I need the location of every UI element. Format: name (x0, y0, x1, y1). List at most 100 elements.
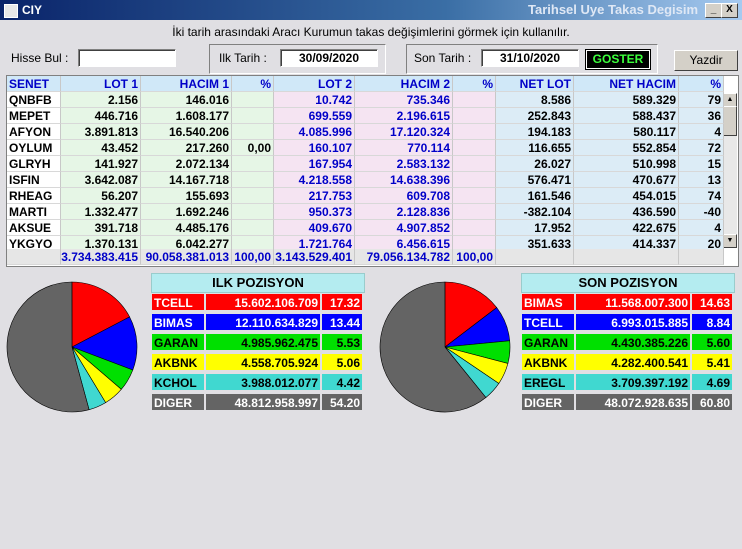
table-cell (232, 124, 274, 140)
table-cell: 2.072.134 (141, 156, 232, 172)
table-cell: 589.329 (574, 92, 679, 108)
table-cell: 217.260 (141, 140, 232, 156)
ilk-pozisyon-symbol: TCELL (151, 293, 205, 311)
table-row[interactable]: MEPET 446.716 1.608.177 699.559 2.196.615 252… (7, 108, 738, 124)
ilk-pie-slice-diger (6, 281, 90, 413)
instruction-text: İki tarih arasındaki Aracı Kurumun takas… (172, 25, 570, 39)
ilk-pozisyon-value: 15.602.106.709 (205, 293, 321, 311)
goster-button[interactable]: GOSTER (585, 49, 651, 70)
son-tarih-input[interactable]: 31/10/2020 (481, 49, 579, 67)
table-row[interactable]: QNBFB 2.156 146.016 10.742 735.346 8.586 589.3… (7, 92, 738, 108)
table-cell: LOT 1 (61, 76, 141, 92)
son-pozisyon-symbol: DIGER (521, 393, 575, 411)
table-cell (232, 204, 274, 220)
app-icon (4, 4, 18, 18)
table-cell: AFYON (7, 124, 61, 140)
table-cell: 10.742 (274, 92, 355, 108)
son-tarih-group (406, 44, 658, 74)
ilk-pozisyon-symbol: BIMAS (151, 313, 205, 331)
table-row[interactable]: MARTI 1.332.477 1.692.246 950.373 2.128.836 -… (7, 204, 738, 220)
table-cell: GLRYH (7, 156, 61, 172)
table-cell: -382.104 (496, 204, 574, 220)
ilk-pozisyon-row: GARAN 4.985.962.475 5.53 (151, 333, 363, 351)
table-cell: 167.954 (274, 156, 355, 172)
table-row[interactable]: AFYON 3.891.813 16.540.206 4.085.996 17.120.… (7, 124, 738, 140)
son-pozisyon-value: 6.993.015.885 (575, 313, 691, 331)
table-cell: 0,00 (232, 140, 274, 156)
ilk-pozisyon-percent: 5.53 (321, 333, 363, 351)
table-cell: 43.452 (61, 140, 141, 156)
son-pie-slice-bimas (444, 281, 498, 348)
table-cell: 2.156 (61, 92, 141, 108)
takas-table[interactable]: ▲ ▼ SENET LOT 1 HACIM 1% LOT 2 HACIM 2% NET L… (6, 75, 739, 267)
table-row[interactable]: AKSUE 391.718 4.485.176 409.670 4.907.852 17.… (7, 220, 738, 236)
table-cell (453, 156, 496, 172)
table-cell: 1.332.477 (61, 204, 141, 220)
table-cell: HACIM 1 (141, 76, 232, 92)
table-cell: OYLUM (7, 140, 61, 156)
hisse-search-input[interactable] (78, 49, 176, 67)
table-cell: NET LOT (496, 76, 574, 92)
son-pozisyon-row: TCELL 6.993.015.885 8.84 (521, 313, 733, 331)
son-pozisyon-value: 3.709.397.192 (575, 373, 691, 391)
table-row[interactable]: RHEAG 56.207 155.693 217.753 609.708 161.546 4… (7, 188, 738, 204)
son-pozisyon-percent: 14.63 (691, 293, 733, 311)
close-button[interactable]: X (721, 3, 738, 18)
table-cell: 4 (679, 220, 724, 236)
ilk-pozisyon-symbol: GARAN (151, 333, 205, 351)
table-row[interactable]: ISFIN 3.642.087 14.167.718 4.218.558 14.638.… (7, 172, 738, 188)
table-cell: 8.586 (496, 92, 574, 108)
table-cell: 3.734.383.415 (61, 249, 141, 265)
table-cell: 454.015 (574, 188, 679, 204)
table-cell: 446.716 (61, 108, 141, 124)
table-cell: 552.854 (574, 140, 679, 156)
table-cell (453, 172, 496, 188)
table-cell: 2.196.615 (355, 108, 453, 124)
table-cell: 20 (679, 236, 724, 252)
table-cell (453, 204, 496, 220)
table-cell: 470.677 (574, 172, 679, 188)
table-row[interactable]: OYLUM 43.452 217.260 0,00 160.107 770.114 116.… (7, 140, 738, 156)
ilk-tarih-input[interactable]: 30/09/2020 (280, 49, 378, 67)
yazdir-button[interactable]: Yazdir (674, 50, 738, 71)
table-cell: 770.114 (355, 140, 453, 156)
title-bar: CIY Tarihsel Uye Takas Degisim _ X (0, 0, 742, 20)
ilk-pozisyon-row: BIMAS 12.110.634.829 13.44 (151, 313, 363, 331)
ilk-pie-slice-tcell (71, 281, 130, 348)
table-cell: SENET (7, 76, 61, 92)
table-cell: -40 (679, 204, 724, 220)
table-row[interactable]: GLRYH 141.927 2.072.134 167.954 2.583.132 26.… (7, 156, 738, 172)
table-cell: 56.207 (61, 188, 141, 204)
son-pozisyon-percent: 5.41 (691, 353, 733, 371)
table-cell: 699.559 (274, 108, 355, 124)
son-pozisyon-percent: 8.84 (691, 313, 733, 331)
ilk-tarih-group (209, 44, 386, 74)
son-pozisyon-row: BIMAS 11.568.007.300 14.63 (521, 293, 733, 311)
table-cell (496, 249, 574, 265)
ilk-pozisyon-row: AKBNK 4.558.705.924 5.06 (151, 353, 363, 371)
table-cell (232, 92, 274, 108)
table-cell: 4 (679, 124, 724, 140)
ilk-tarih-label: Ilk Tarih : (219, 51, 267, 65)
ilk-pozisyon-pie-chart (6, 281, 138, 413)
table-cell: % (232, 76, 274, 92)
table-cell: RHEAG (7, 188, 61, 204)
table-cell (232, 108, 274, 124)
table-cell: 72 (679, 140, 724, 156)
table-cell: 2.128.836 (355, 204, 453, 220)
table-header-row[interactable]: SENET LOT 1 HACIM 1% LOT 2 HACIM 2% NET LOT NE… (7, 76, 738, 92)
table-cell (453, 124, 496, 140)
hisse-label: Hisse Bul : (11, 51, 69, 65)
table-cell: 510.998 (574, 156, 679, 172)
table-totals-row[interactable]: 3.734.383.415 90.058.381.013 100,00 3.143.5… (7, 249, 738, 265)
minimize-button[interactable]: _ (705, 3, 722, 18)
ilk-pozisyon-symbol: DIGER (151, 393, 205, 411)
ilk-pozisyon-value: 3.988.012.077 (205, 373, 321, 391)
table-cell: 735.346 (355, 92, 453, 108)
table-cell (453, 220, 496, 236)
son-pozisyon-title: SON POZISYON (521, 273, 735, 293)
son-pozisyon-percent: 60.80 (691, 393, 733, 411)
table-cell: 391.718 (61, 220, 141, 236)
table-cell: 3.642.087 (61, 172, 141, 188)
ilk-pozisyon-value: 4.558.705.924 (205, 353, 321, 371)
